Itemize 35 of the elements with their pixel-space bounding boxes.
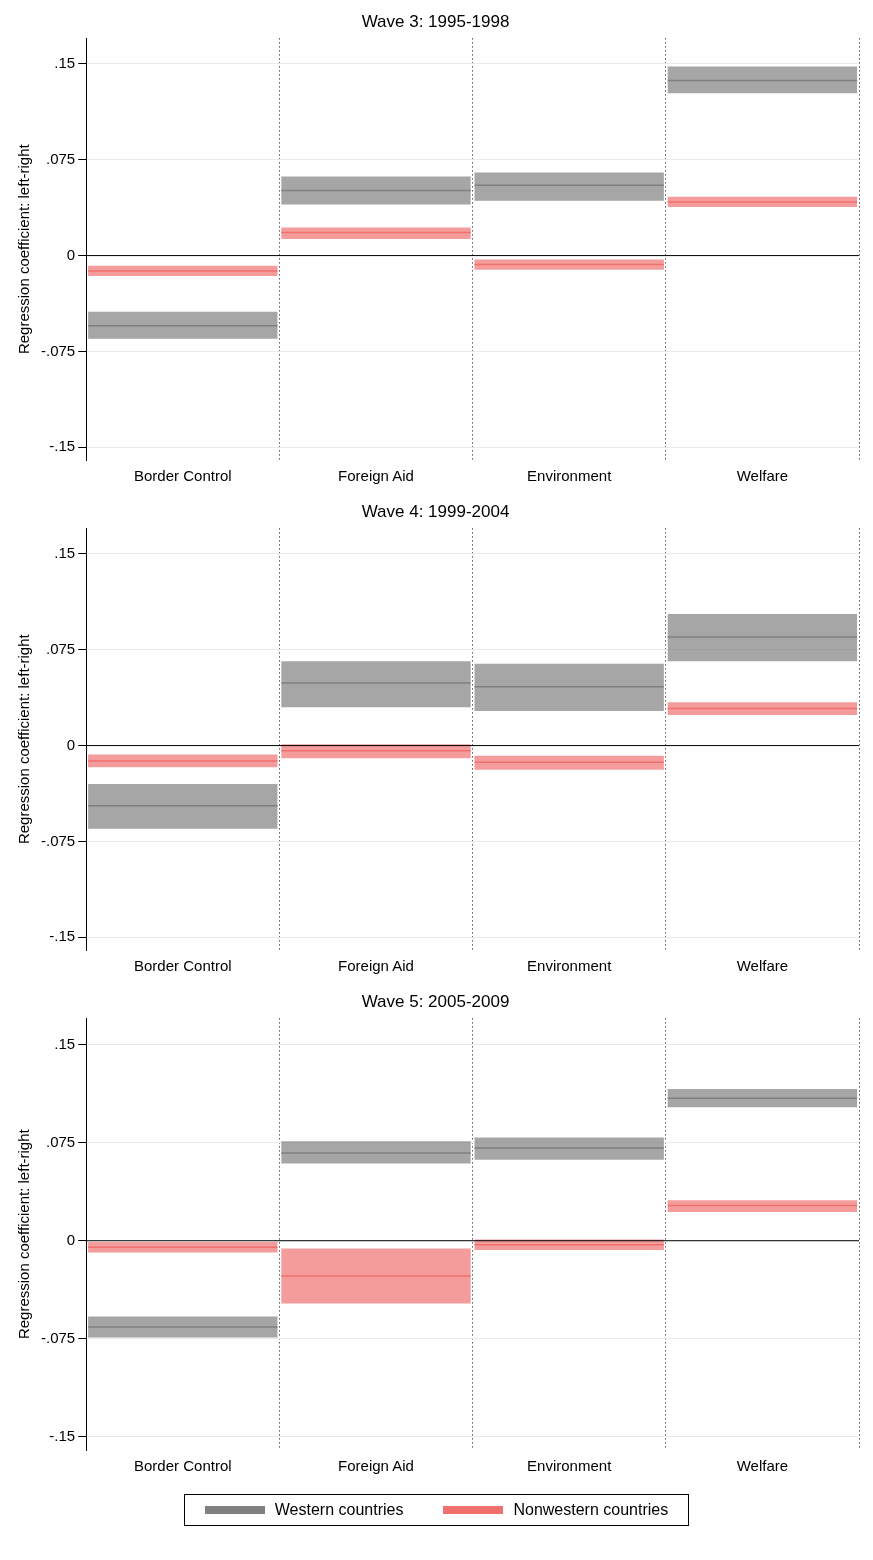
y-tick-label: .15 [54,1034,76,1052]
y-tick-label: -.075 [40,1328,76,1346]
x-tick-label: Foreign Aid [338,957,414,975]
x-tick-label: Environment [527,467,613,485]
y-axis-title: Regression coefficient: left-right [15,1128,33,1340]
x-tick-label: Foreign Aid [338,467,414,485]
y-axis-title: Regression coefficient: left-right [15,143,33,355]
x-tick-label: Welfare [736,467,789,485]
chart-title: Wave 5: 2005-2009 [361,991,510,1011]
chart-title: Wave 3: 1995-1998 [361,11,510,31]
x-tick-label: Environment [527,1457,613,1475]
legend-label: Nonwestern countries [513,1501,669,1519]
x-tick-label: Welfare [736,1457,789,1475]
y-tick-label: -.075 [40,341,76,359]
y-tick-label: .15 [54,54,76,72]
y-tick-label: -.15 [49,437,76,455]
y-tick-label: 0 [66,245,76,263]
legend-label: Western countries [274,1501,404,1519]
x-tick-label: Border Control [134,957,232,975]
y-tick-label: .15 [54,544,76,562]
x-tick-label: Welfare [736,957,789,975]
y-tick-label: 0 [66,735,76,753]
x-tick-label: Foreign Aid [338,1457,414,1475]
x-tick-label: Border Control [134,467,232,485]
y-tick-label: .075 [45,149,76,167]
x-tick-label: Environment [527,957,613,975]
x-tick-label: Border Control [134,1457,232,1475]
y-tick-label: -.15 [49,927,76,945]
y-tick-label: -.15 [49,1427,76,1445]
chart-title: Wave 4: 1999-2004 [361,501,510,521]
y-tick-label: -.075 [40,831,76,849]
y-tick-label: 0 [66,1230,76,1248]
y-tick-label: .075 [45,639,76,657]
y-tick-label: .075 [45,1132,76,1150]
y-axis-title: Regression coefficient: left-right [15,633,33,845]
